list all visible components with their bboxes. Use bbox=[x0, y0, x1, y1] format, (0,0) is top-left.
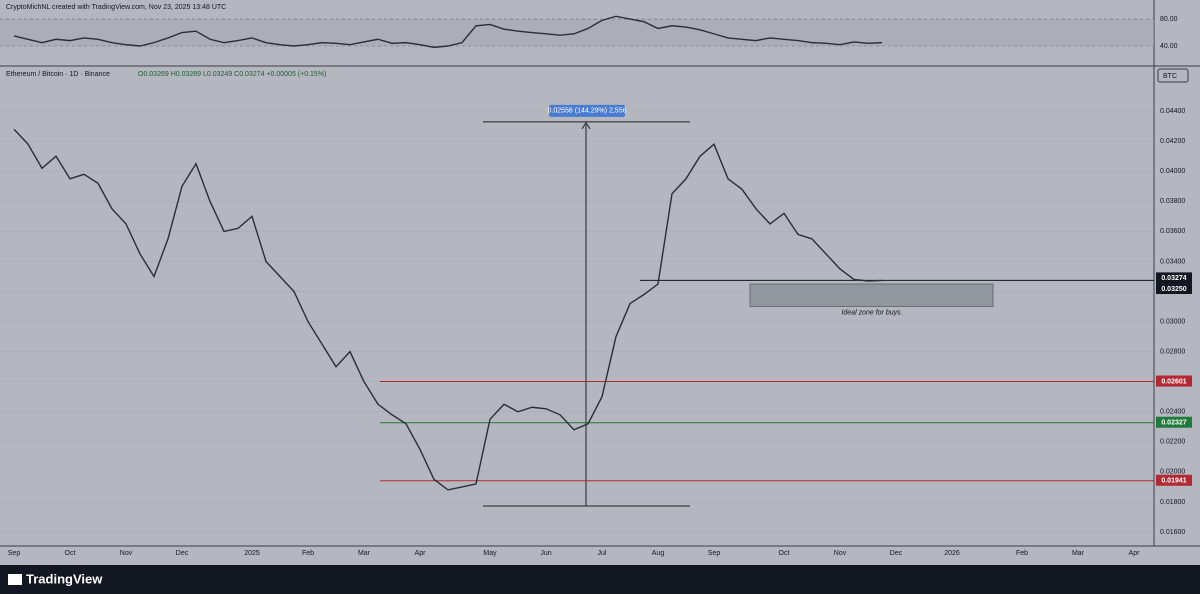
arrow-head bbox=[581, 121, 591, 130]
x-tick-label: 2025 bbox=[244, 550, 260, 557]
x-tick-label: Nov bbox=[120, 550, 133, 557]
y-tick-label: 0.01600 bbox=[1160, 529, 1185, 536]
x-tick-label: 2026 bbox=[944, 550, 960, 557]
x-tick-label: Feb bbox=[1016, 550, 1028, 557]
x-tick-label: Dec bbox=[890, 550, 903, 557]
x-tick-label: Dec bbox=[176, 550, 189, 557]
credit: CryptoMichNL created with TradingView.co… bbox=[6, 4, 226, 11]
level-label: 0.01941 bbox=[1161, 478, 1186, 485]
x-tick-label: Apr bbox=[415, 550, 427, 557]
x-tick-label: Jul bbox=[598, 550, 607, 557]
x-tick-label: Mar bbox=[358, 550, 371, 557]
level-label-box bbox=[1156, 283, 1192, 295]
y-tick-label: 0.04400 bbox=[1160, 108, 1185, 115]
y-tick-label: 0.03600 bbox=[1160, 228, 1185, 235]
buy-zone bbox=[749, 283, 994, 308]
price-line bbox=[13, 128, 883, 491]
x-tick-label: Mar bbox=[1072, 550, 1085, 557]
symbol: Ethereum / Bitcoin · 1D · Binance bbox=[6, 71, 110, 78]
x-tick-label: Aug bbox=[652, 550, 665, 557]
brand: TradingView bbox=[26, 571, 103, 586]
footer bbox=[0, 565, 1200, 594]
x-tick-label: Oct bbox=[779, 550, 790, 557]
level-label: 0.03274 bbox=[1161, 275, 1186, 282]
currency-box bbox=[1157, 68, 1189, 83]
y-tick-label: 0.03800 bbox=[1160, 198, 1185, 205]
y-tick-label: 0.02000 bbox=[1160, 469, 1185, 476]
y-tick-label: 0.01800 bbox=[1160, 499, 1185, 506]
currency: BTC bbox=[1163, 73, 1177, 80]
y-tick-label: 0.02800 bbox=[1160, 348, 1185, 355]
level-label-box bbox=[1156, 474, 1192, 486]
x-tick-label: May bbox=[483, 550, 497, 557]
y-tick-label: 0.02400 bbox=[1160, 409, 1185, 416]
price-line bbox=[13, 15, 883, 49]
x-tick-label: Oct bbox=[65, 550, 76, 557]
brand-logo bbox=[8, 574, 22, 585]
y-tick-label: 0.03000 bbox=[1160, 318, 1185, 325]
level-label-box bbox=[1156, 375, 1192, 387]
x-tick-label: Jun bbox=[540, 550, 551, 557]
measure-label-box bbox=[549, 104, 625, 117]
level-label: 0.02601 bbox=[1161, 378, 1186, 385]
y-tick-label: 0.02200 bbox=[1160, 439, 1185, 446]
y-tick-label: 0.03400 bbox=[1160, 258, 1185, 265]
x-tick-label: Sep bbox=[708, 550, 721, 557]
level-label-box bbox=[1156, 416, 1192, 428]
x-tick-label: Apr bbox=[1129, 550, 1141, 557]
measure-label: 0.02556 (144.29%) 2,556 bbox=[547, 108, 626, 115]
x-tick-label: Sep bbox=[8, 550, 21, 557]
y-tick-label: 0.04200 bbox=[1160, 138, 1185, 145]
rsi-tick-label: 80.00 bbox=[1160, 16, 1178, 23]
x-tick-label: Feb bbox=[302, 550, 314, 557]
level-label: 0.03250 bbox=[1161, 286, 1186, 293]
zone-label: Ideal zone for buys. bbox=[841, 309, 902, 316]
ohlc: O0.03269 H0.03289 L0.03249 C0.03274 +0.0… bbox=[138, 71, 326, 78]
y-tick-label: 0.04000 bbox=[1160, 168, 1185, 175]
x-tick-label: Nov bbox=[834, 550, 847, 557]
level-label: 0.02327 bbox=[1161, 420, 1186, 427]
rsi-tick-label: 40.00 bbox=[1160, 43, 1178, 50]
